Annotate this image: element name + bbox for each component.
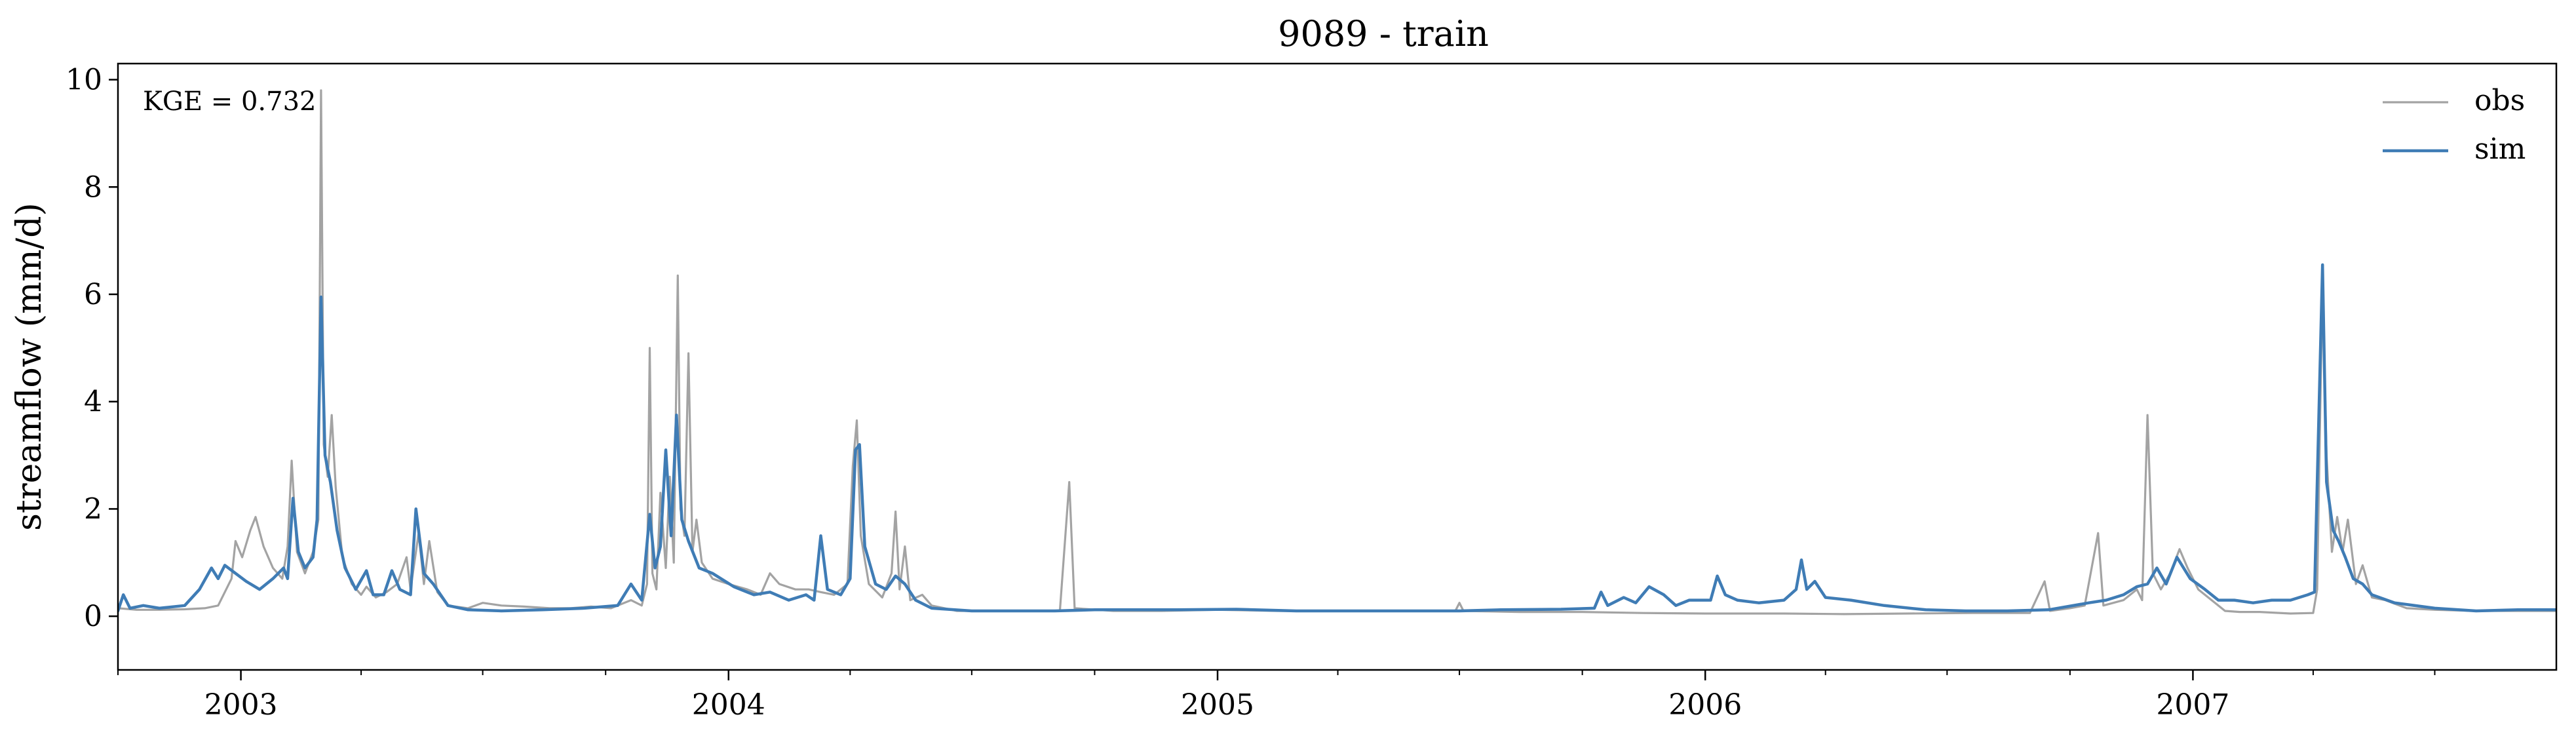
x-tick-label: 2003	[204, 688, 278, 722]
chart-title: 9089 - train	[1278, 13, 1489, 54]
y-tick-label: 8	[84, 170, 102, 204]
legend-label-obs: obs	[2474, 84, 2525, 117]
y-tick-label: 10	[66, 64, 102, 97]
plot-area: 0 2 4 6 8 10 2003 2004 2005 2006 2007 obs sim	[66, 62, 2558, 722]
y-tick-label: 2	[84, 492, 102, 526]
series-line-sim	[118, 263, 2556, 613]
y-tick-label: 4	[84, 385, 102, 419]
plot-frame	[117, 62, 2558, 671]
legend-label-sim: sim	[2474, 132, 2526, 166]
kge-annotation: KGE = 0.732	[143, 87, 317, 117]
x-tick-label: 2007	[2156, 688, 2229, 722]
y-tick-label: 6	[84, 278, 102, 311]
y-tick-label: 0	[84, 600, 102, 633]
legend: obs sim	[2383, 84, 2526, 166]
y-axis-title: streamflow (mm/d)	[10, 203, 49, 531]
x-tick-label: 2005	[1181, 688, 1254, 722]
x-tick-label: 2004	[692, 688, 765, 722]
x-tick-label: 2006	[1668, 688, 1742, 722]
series-group	[118, 89, 2556, 615]
